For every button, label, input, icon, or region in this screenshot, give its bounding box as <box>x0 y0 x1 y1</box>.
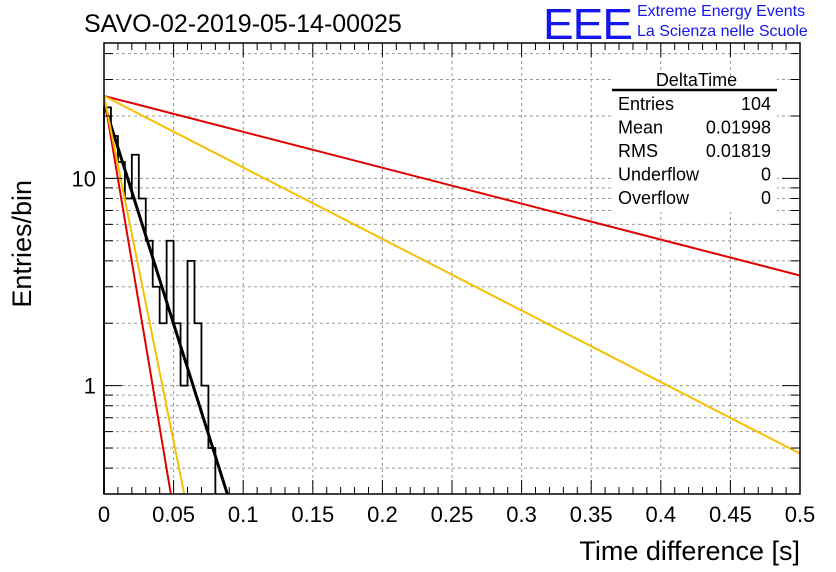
x-tick-label: 0.2 <box>367 502 398 527</box>
fit-curve-red-3 <box>104 95 172 494</box>
x-tick-label: 0.4 <box>646 502 677 527</box>
eee-logo: EEE <box>543 0 633 49</box>
x-tick-label: 0.3 <box>506 502 537 527</box>
stats-box-background <box>612 76 777 212</box>
logo-text-line2: La Scienza nelle Scuole <box>637 23 808 40</box>
y-tick-label: 10 <box>72 166 96 191</box>
x-tick-label: 0.5 <box>785 502 816 527</box>
stats-label-mean: Mean <box>618 118 663 138</box>
fit-curve-yellow-4 <box>104 95 186 494</box>
stats-value-underflow: 0 <box>761 165 771 185</box>
stats-box: DeltaTime Entries 104 Mean 0.01998 RMS 0.01819… <box>612 70 777 212</box>
x-tick-label: 0.35 <box>570 502 613 527</box>
stats-value-mean: 0.01998 <box>706 118 771 138</box>
x-tick-label: 0.25 <box>431 502 474 527</box>
x-tick-label: 0.15 <box>291 502 334 527</box>
y-tick-label: 1 <box>84 374 96 399</box>
histogram-bins <box>103 106 217 494</box>
stats-label-rms: RMS <box>618 141 658 161</box>
plot-title: SAVO-02-2019-05-14-00025 <box>84 10 402 38</box>
stats-label-underflow: Underflow <box>618 165 700 185</box>
fit-curve-yellow-2 <box>104 95 800 455</box>
stats-value-rms: 0.01819 <box>706 141 771 161</box>
fit-curve-black-0 <box>104 102 229 494</box>
x-tick-label: 0.05 <box>152 502 195 527</box>
stats-box-title: DeltaTime <box>656 70 737 90</box>
histogram-outline <box>103 106 217 494</box>
axes: 0 0.05 0.1 0.15 0.2 0.25 0.3 0.35 0.4 0.45 0.5 1 10 <box>72 42 816 527</box>
stats-label-overflow: Overflow <box>618 188 690 208</box>
fit-curves <box>104 94 800 494</box>
stats-label-entries: Entries <box>618 94 674 114</box>
x-tick-label: 0.1 <box>228 502 259 527</box>
fit-curve-red-1 <box>104 94 800 277</box>
stats-value-overflow: 0 <box>761 188 771 208</box>
y-axis-label: Entries/bin <box>7 180 37 308</box>
x-axis-label: Time difference [s] <box>579 536 800 566</box>
stats-value-entries: 104 <box>741 94 771 114</box>
x-tick-label: 0.45 <box>709 502 752 527</box>
logo-text-line1: Extreme Energy Events <box>637 3 806 20</box>
x-tick-label: 0 <box>98 502 110 527</box>
